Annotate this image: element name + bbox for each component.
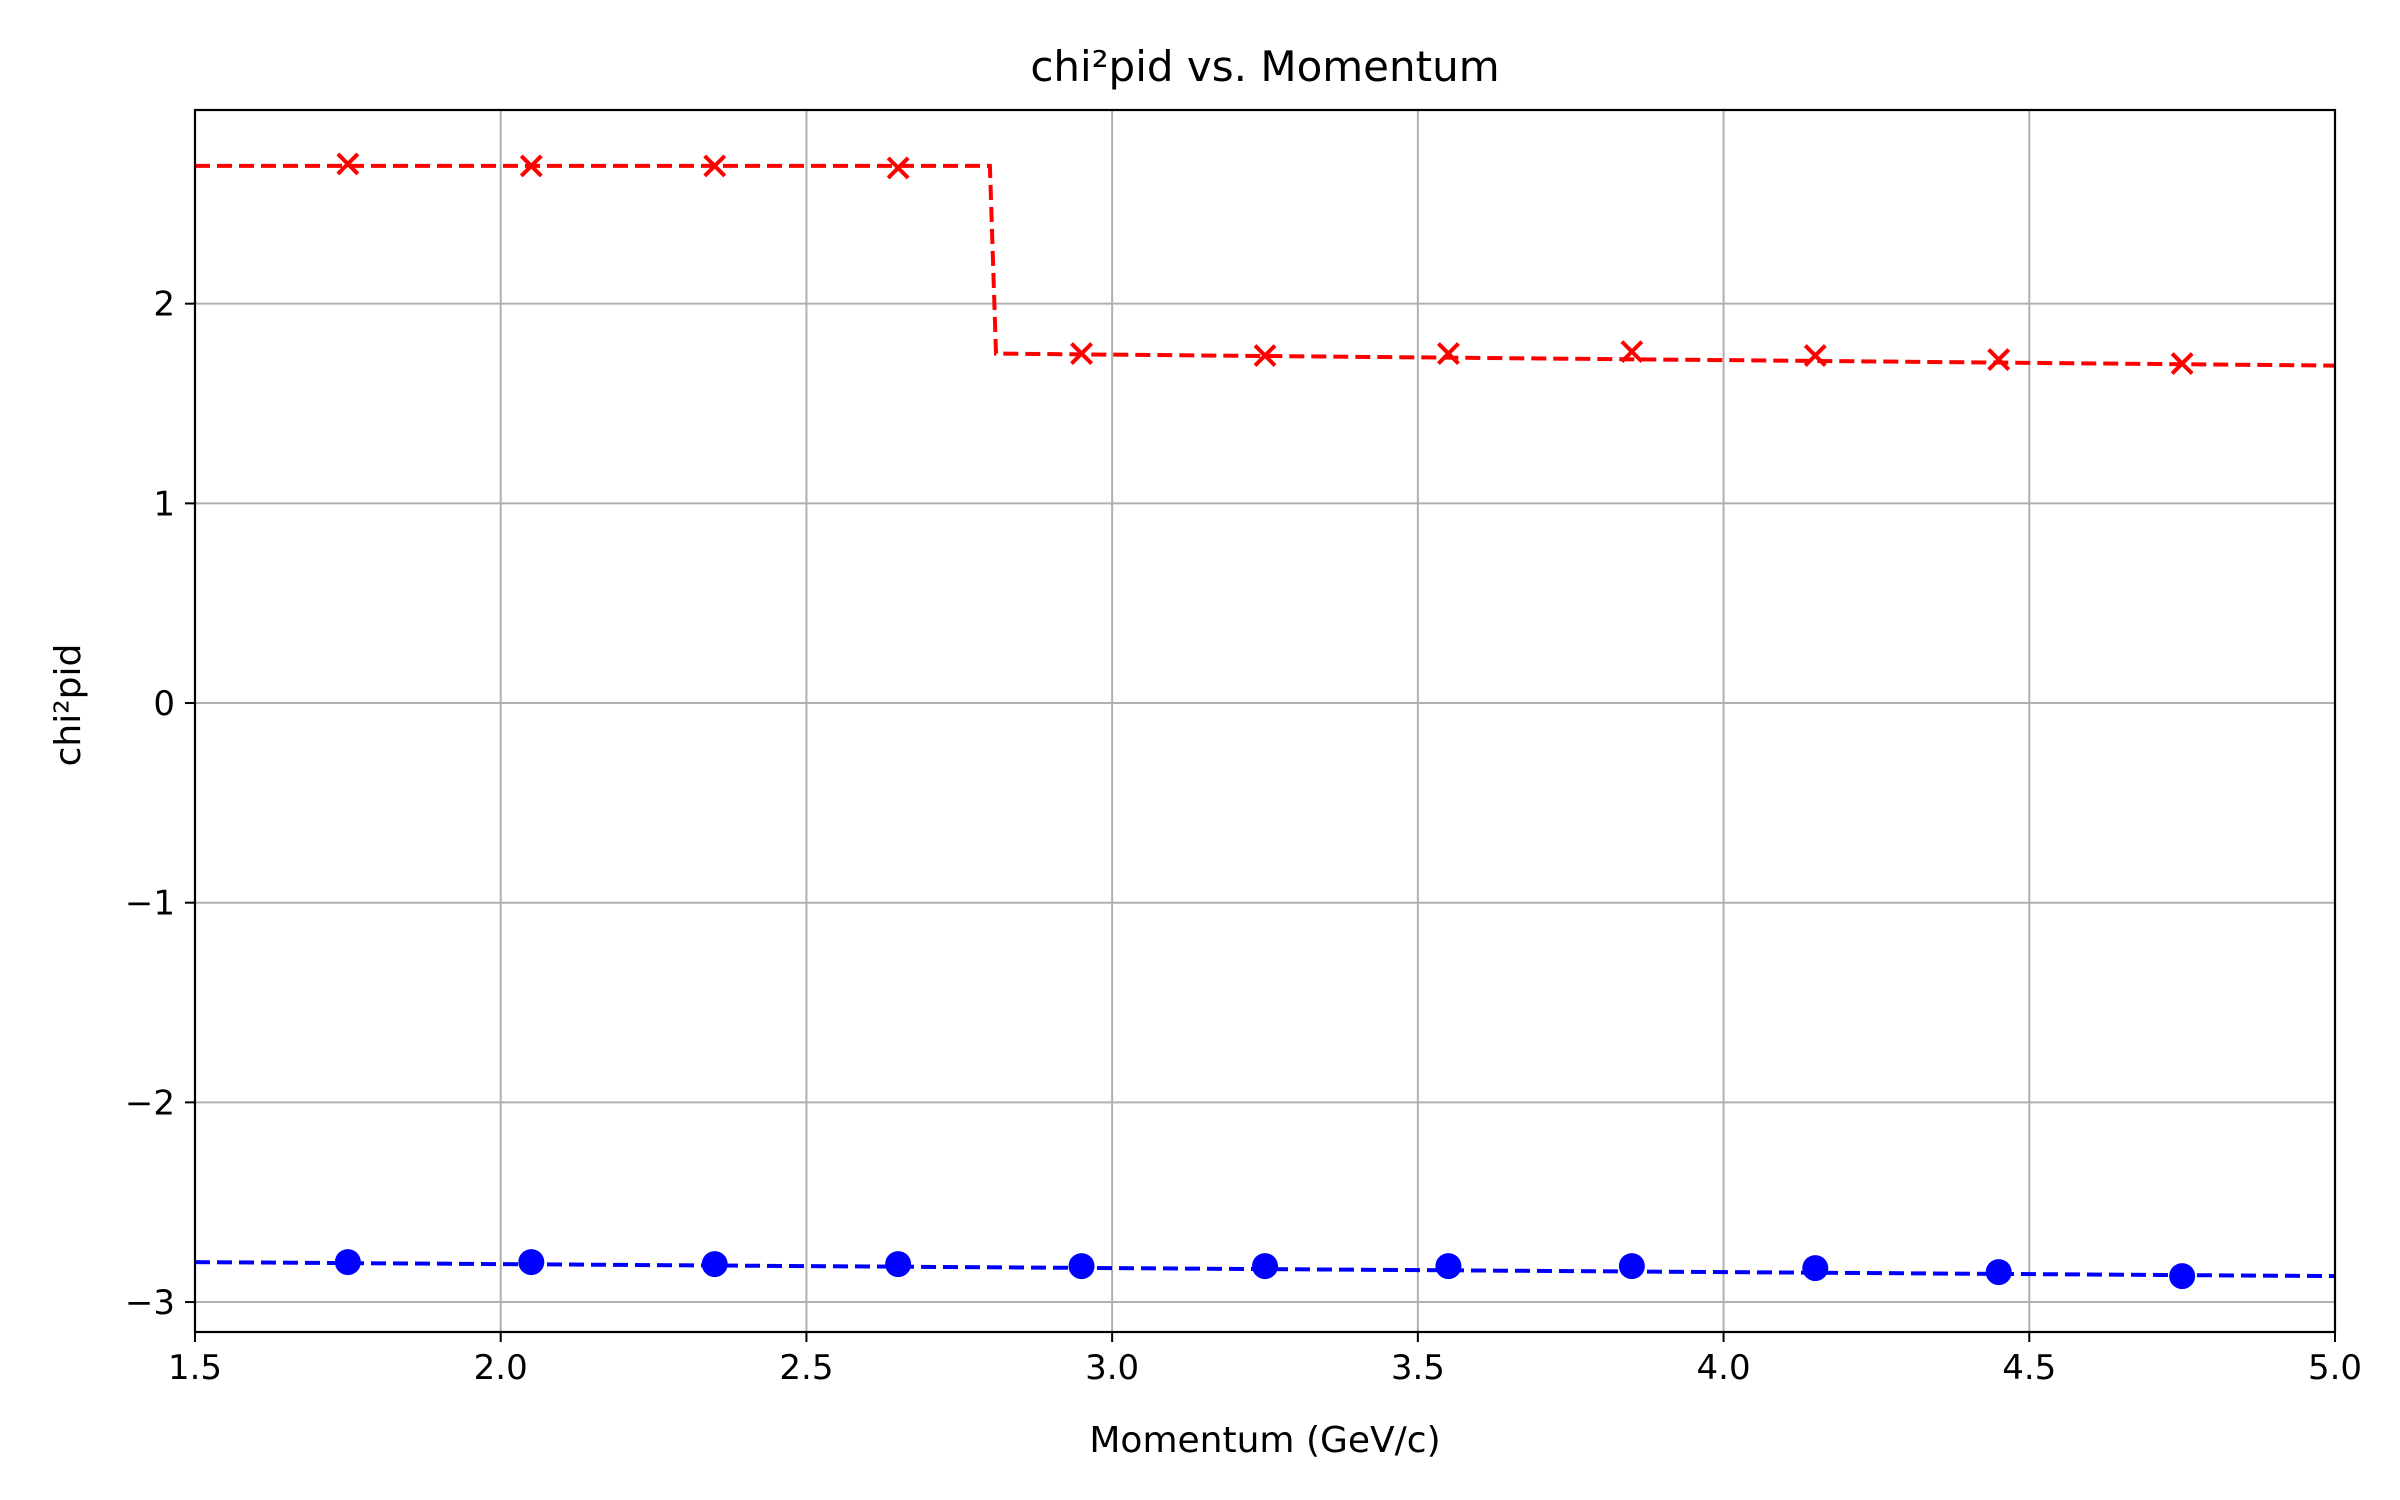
data-point-x-stroke [1803, 344, 1827, 368]
data-point-circle [334, 1249, 361, 1276]
axis-ticks: 1.5 2.0 2.5 3.0 3.5 4.0 4.5 5.0 −3 −2 −1 0 1 2 [125, 285, 2362, 1388]
data-point-circle [1252, 1253, 1278, 1280]
data-point-circle [1985, 1259, 2012, 1286]
data-point-circle [701, 1251, 728, 1278]
data-markers [334, 152, 2196, 1290]
x-tick-label: 2.0 [474, 1348, 528, 1388]
data-point-x [886, 156, 910, 180]
data-point-circle [1068, 1253, 1095, 1280]
data-point-x-stroke [2170, 352, 2194, 375]
y-axis-label: chi²pid [48, 644, 89, 767]
plot-frame [193, 108, 2337, 1334]
data-point-x-stroke [519, 154, 543, 178]
data-point-x-stroke [703, 154, 727, 178]
data-point-circle [518, 1249, 545, 1276]
data-point-x-stroke [1437, 342, 1460, 366]
data-point-x [703, 154, 727, 178]
y-tick-label: 0 [153, 684, 175, 724]
x-tick-label: 3.5 [1391, 1348, 1445, 1388]
data-point-circle [1435, 1253, 1462, 1280]
fit-line [195, 163, 2336, 368]
data-point-x [1620, 340, 1644, 364]
x-tick-label: 5.0 [2308, 1348, 2362, 1388]
data-point-x-stroke [336, 152, 360, 176]
x-tick-label: 4.0 [1697, 1348, 1751, 1388]
data-point-x-stroke [886, 156, 910, 180]
data-point-x [1987, 348, 2011, 372]
y-tick-label: −3 [125, 1283, 175, 1323]
y-tick-label: 1 [153, 484, 175, 524]
x-axis-label: Momentum (GeV/c) [1089, 1420, 1440, 1461]
data-point-circle [1802, 1255, 1829, 1282]
x-tick-label: 4.5 [2002, 1348, 2056, 1388]
data-point-x-stroke [1253, 344, 1277, 368]
y-tick-label: −1 [125, 884, 175, 924]
y-tick-label: 2 [153, 285, 175, 325]
data-point-x [1070, 342, 1093, 366]
data-point-x [1253, 344, 1277, 368]
y-tick-label: −2 [125, 1083, 175, 1123]
x-tick-label: 1.5 [168, 1348, 222, 1388]
data-point-x [1803, 344, 1827, 368]
data-point-x-stroke [1070, 342, 1093, 366]
x-tick-label: 2.5 [779, 1348, 833, 1388]
data-point-circle [1618, 1253, 1645, 1280]
data-point-x-stroke [1620, 340, 1644, 364]
data-point-x [519, 154, 543, 178]
data-point-x [336, 152, 360, 176]
data-point-x [2170, 352, 2194, 375]
data-point-x [1437, 342, 1460, 366]
data-point-circle [885, 1251, 912, 1278]
chart-title: chi²pid vs. Momentum [1030, 42, 1499, 91]
data-point-x-stroke [1987, 348, 2011, 372]
x-tick-label: 3.0 [1085, 1348, 1139, 1388]
data-point-circle [2169, 1263, 2196, 1290]
grid [194, 110, 2336, 1332]
